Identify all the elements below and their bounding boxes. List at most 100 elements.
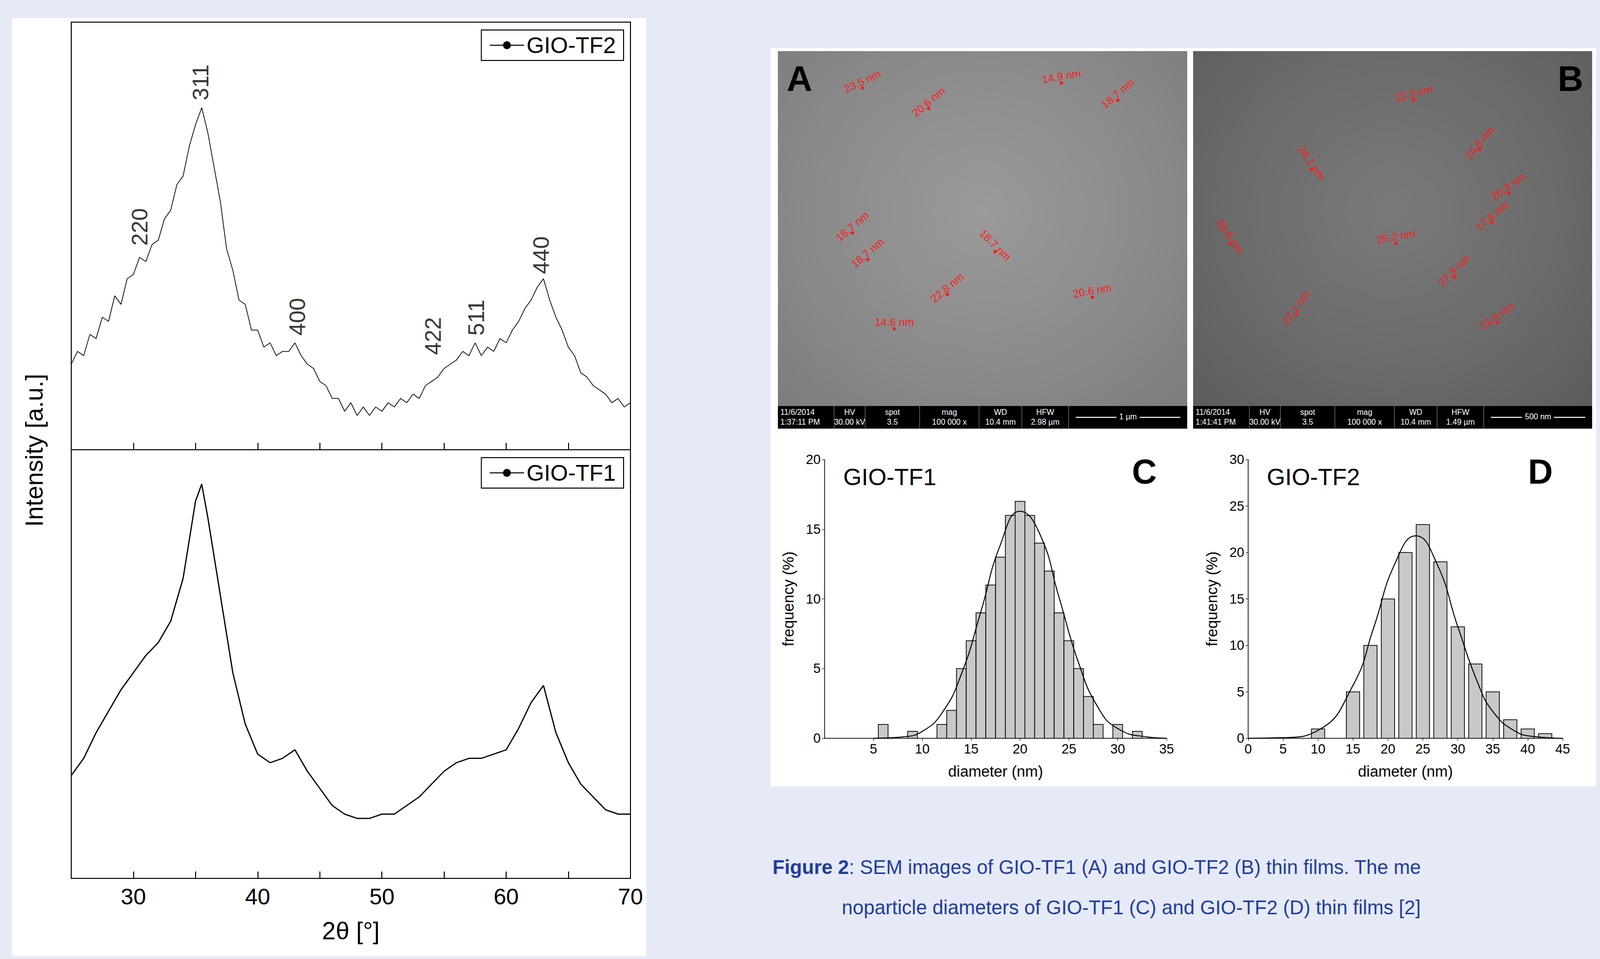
svg-text:Intensity [a.u.]: Intensity [a.u.]: [20, 373, 49, 527]
html-text:27.1 nm: 27.1 nm: [1279, 288, 1313, 328]
html-text:100 000 x: 100 000 x: [932, 417, 967, 427]
html-text:mag: mag: [1356, 407, 1373, 417]
html-text:WD: WD: [993, 407, 1008, 417]
svg-text:15: 15: [805, 521, 821, 537]
svg-text:40: 40: [245, 883, 271, 910]
html-text:24.8 nm: 24.8 nm: [1462, 123, 1498, 162]
svg-text:50: 50: [369, 883, 395, 910]
svg-text:10: 10: [1310, 741, 1326, 757]
html-text:A: A: [786, 58, 813, 99]
html-text:20.6 nm: 20.6 nm: [1072, 281, 1113, 301]
html-text:23.9 nm: 23.9 nm: [1477, 300, 1517, 333]
svg-text:GIO-TF2: GIO-TF2: [1266, 463, 1360, 490]
html-text:HV: HV: [844, 407, 856, 417]
svg-text:GIO-TF1: GIO-TF1: [843, 463, 937, 490]
svg-text:25: 25: [1415, 741, 1431, 757]
svg-text:GIO-TF1: GIO-TF1: [526, 459, 616, 486]
html-text:Figure 2: SEM images of GIO-TF: Figure 2: SEM images of GIO-TF1 (A) and …: [772, 856, 1421, 878]
svg-text:10: 10: [805, 591, 821, 607]
html-text:spot: spot: [884, 407, 900, 417]
svg-text:440: 440: [528, 236, 554, 275]
html-text:24.1 nm: 24.1 nm: [1295, 143, 1328, 183]
html-text:3.5: 3.5: [886, 417, 898, 427]
svg-text:15: 15: [1229, 591, 1245, 607]
svg-text:20: 20: [1012, 741, 1028, 757]
html-text:B: B: [1557, 58, 1584, 99]
svg-text:15: 15: [963, 741, 979, 757]
html-text:30.00 kV: 30.00 kV: [834, 417, 866, 427]
html-text:14.9 nm: 14.9 nm: [1041, 66, 1082, 86]
html-text:HFW: HFW: [1036, 407, 1055, 417]
html-text:23.5 nm: 23.5 nm: [842, 67, 883, 96]
html-text:26.6 nm: 26.6 nm: [1213, 217, 1247, 257]
svg-text:25: 25: [1229, 498, 1245, 514]
svg-text:220: 220: [126, 207, 153, 246]
svg-text:60: 60: [493, 883, 519, 910]
html-text:25.2 nm: 25.2 nm: [1375, 227, 1417, 247]
svg-text:35: 35: [1159, 741, 1174, 757]
html-text:1:41:41 PM: 1:41:41 PM: [1195, 417, 1236, 427]
html-text:HFW: HFW: [1451, 407, 1470, 417]
html-text:22.8 nm: 22.8 nm: [928, 270, 967, 306]
html-text:18.7 nm: 18.7 nm: [1098, 76, 1137, 111]
svg-text:35: 35: [1485, 741, 1501, 757]
svg-text:30: 30: [1450, 741, 1466, 757]
html-text:11/6/2014: 11/6/2014: [1195, 407, 1230, 417]
html-text:1:37:11 PM: 1:37:11 PM: [780, 417, 820, 427]
html-text:18.7 nm: 18.7 nm: [848, 235, 887, 271]
svg-text:0: 0: [1236, 730, 1245, 746]
html-text:100 000 x: 100 000 x: [1347, 417, 1382, 427]
svg-text:511: 511: [463, 299, 489, 336]
html-text:2.98 µm: 2.98 µm: [1030, 417, 1060, 427]
html-text:10.4 mm: 10.4 mm: [1400, 417, 1432, 427]
html-text:HV: HV: [1259, 407, 1271, 417]
html-text:14.6 nm: 14.6 nm: [874, 315, 914, 329]
html-text:1.49 µm: 1.49 µm: [1446, 417, 1475, 427]
svg-text:frequency (%): frequency (%): [779, 551, 798, 647]
svg-text:C: C: [1131, 452, 1157, 491]
svg-text:0: 0: [813, 730, 821, 746]
svg-text:20: 20: [805, 452, 821, 467]
svg-text:30: 30: [1110, 741, 1126, 757]
svg-text:2θ [°]: 2θ [°]: [321, 916, 380, 945]
svg-text:GIO-TF2: GIO-TF2: [526, 32, 616, 58]
svg-text:400: 400: [284, 297, 311, 336]
html-text:17.8 nm: 17.8 nm: [1473, 198, 1512, 234]
svg-text:30: 30: [120, 883, 146, 910]
svg-text:10: 10: [1229, 637, 1245, 653]
svg-text:diameter (nm): diameter (nm): [948, 762, 1044, 780]
html-text:27.8 nm: 27.8 nm: [1436, 252, 1473, 289]
svg-text:15: 15: [1345, 741, 1361, 757]
svg-text:45: 45: [1555, 741, 1571, 757]
svg-text:70: 70: [617, 883, 643, 910]
html-text:10.4 mm: 10.4 mm: [985, 417, 1016, 427]
html-text:18.7 nm: 18.7 nm: [977, 226, 1014, 264]
html-text:20.3 nm: 20.3 nm: [1488, 170, 1528, 203]
svg-text:25: 25: [1061, 741, 1077, 757]
html-text:3.5: 3.5: [1302, 417, 1314, 427]
svg-text:40: 40: [1520, 741, 1536, 757]
svg-text:frequency (%): frequency (%): [1203, 551, 1221, 647]
svg-text:20: 20: [1380, 741, 1396, 757]
svg-text:D: D: [1527, 452, 1553, 491]
svg-text:0: 0: [1244, 741, 1252, 757]
html-text:noparticle diameters of GIO-TF: noparticle diameters of GIO-TF1 (C) and …: [841, 896, 1421, 918]
svg-text:5: 5: [1279, 741, 1287, 757]
html-text:18.7 nm: 18.7 nm: [833, 209, 872, 244]
svg-text:311: 311: [187, 64, 214, 101]
html-text:WD: WD: [1409, 407, 1423, 417]
html-text:30.00 kV: 30.00 kV: [1249, 417, 1281, 427]
html-text:11/6/2014: 11/6/2014: [780, 407, 815, 417]
svg-text:30: 30: [1229, 452, 1245, 467]
html-text:22.3 nm: 22.3 nm: [1393, 82, 1435, 105]
svg-text:20: 20: [1229, 544, 1245, 560]
svg-text:5: 5: [1236, 684, 1245, 700]
svg-text:5: 5: [869, 741, 878, 757]
html-text:mag: mag: [941, 407, 958, 417]
svg-text:diameter (nm): diameter (nm): [1358, 762, 1454, 780]
html-text:spot: spot: [1300, 407, 1316, 417]
svg-text:5: 5: [813, 660, 821, 676]
html-text:20.6 nm: 20.6 nm: [909, 84, 948, 120]
svg-text:10: 10: [914, 741, 930, 757]
svg-text:422: 422: [420, 316, 446, 355]
